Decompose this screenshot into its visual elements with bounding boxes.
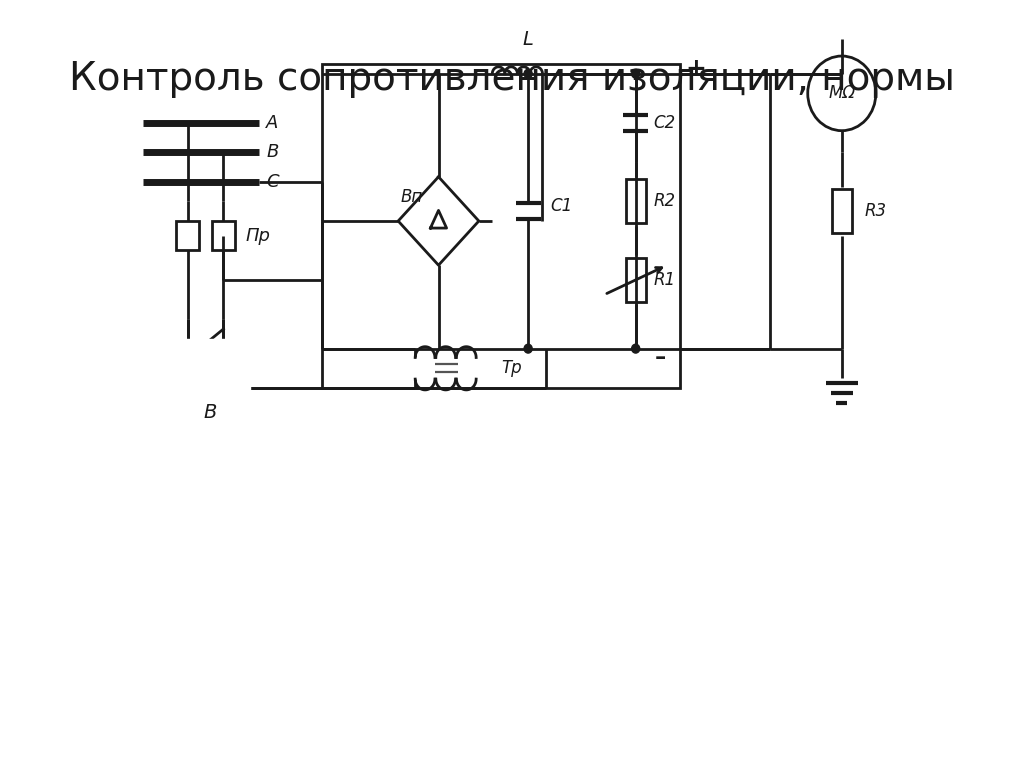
Text: В: В <box>199 383 212 402</box>
Text: В: В <box>204 402 217 422</box>
Text: B: B <box>266 144 279 161</box>
Text: Тр: Тр <box>501 359 522 377</box>
Text: R2: R2 <box>653 192 676 210</box>
Circle shape <box>524 344 532 353</box>
Bar <box>626 258 645 302</box>
Circle shape <box>632 69 640 78</box>
Text: R3: R3 <box>864 202 887 220</box>
Text: C: C <box>266 173 280 190</box>
Text: Вп: Вп <box>400 188 423 207</box>
Text: C2: C2 <box>653 114 676 132</box>
Text: R1: R1 <box>653 271 676 289</box>
Bar <box>322 64 681 388</box>
Bar <box>626 179 645 223</box>
Circle shape <box>524 69 532 78</box>
Text: L: L <box>522 30 534 49</box>
Text: MΩ: MΩ <box>828 84 855 102</box>
Circle shape <box>808 56 876 131</box>
Text: A: A <box>266 114 279 132</box>
Text: –: – <box>655 349 667 369</box>
Bar <box>212 221 234 250</box>
Text: C1: C1 <box>551 197 572 215</box>
Text: +: + <box>685 57 706 81</box>
Text: Контроль сопротивления изоляции, нормы: Контроль сопротивления изоляции, нормы <box>69 60 955 98</box>
Bar <box>831 189 852 233</box>
Text: Пр: Пр <box>246 227 270 245</box>
Bar <box>176 221 199 250</box>
Circle shape <box>632 344 640 353</box>
